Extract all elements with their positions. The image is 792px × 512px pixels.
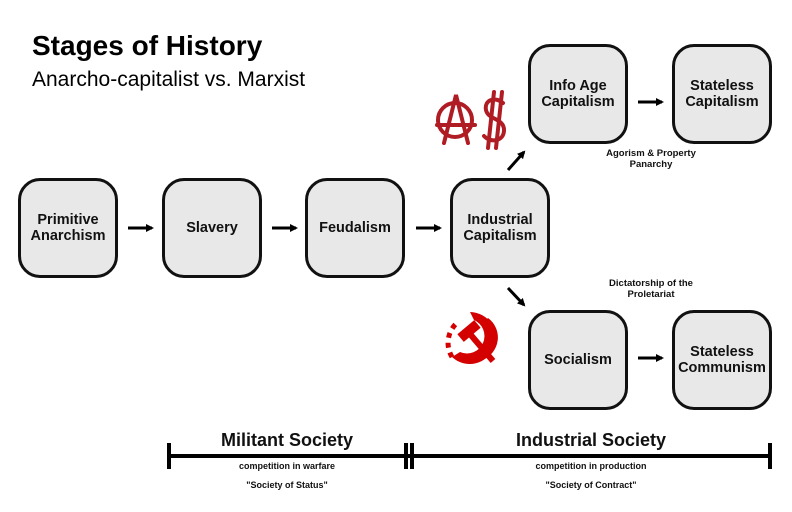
era-industrial-desc: competition in production	[535, 461, 647, 471]
era-militant-desc: competition in warfare	[238, 461, 336, 471]
stage-industrial-capitalism: Industrial Capitalism	[450, 178, 550, 278]
stage-stateless-capitalism: Stateless Capitalism	[672, 44, 772, 144]
arrow-industrial-infoage	[506, 150, 526, 171]
timeline	[167, 443, 772, 469]
era-industrial-label: Industrial Society	[515, 430, 667, 450]
stage-slavery: Slavery	[162, 178, 262, 278]
stage-feudalism: Feudalism	[305, 178, 405, 278]
hammer-sickle-gear-icon	[445, 312, 498, 364]
note-agorism: Agorism & Property Panarchy	[606, 148, 696, 170]
note-dictatorship: Dictatorship of the Proletariat	[609, 278, 693, 300]
arrow-industrial-socialism	[506, 286, 526, 307]
era-industrial-quote: "Society of Contract"	[545, 480, 637, 490]
stage-socialism: Socialism	[528, 310, 628, 410]
stage-info-age-capitalism: Info Age Capitalism	[528, 44, 628, 144]
page-subtitle: Anarcho-capitalist vs. Marxist	[32, 68, 306, 91]
era-militant-label: Militant Society	[220, 430, 354, 450]
anarcho-capitalism-icon	[435, 90, 507, 150]
stage-stateless-communism: Stateless Communism	[672, 310, 772, 410]
stage-primitive-anarchism: Primitive Anarchism	[18, 178, 118, 278]
era-militant-quote: "Society of Status"	[246, 480, 328, 490]
page-title: Stages of History	[32, 30, 263, 61]
